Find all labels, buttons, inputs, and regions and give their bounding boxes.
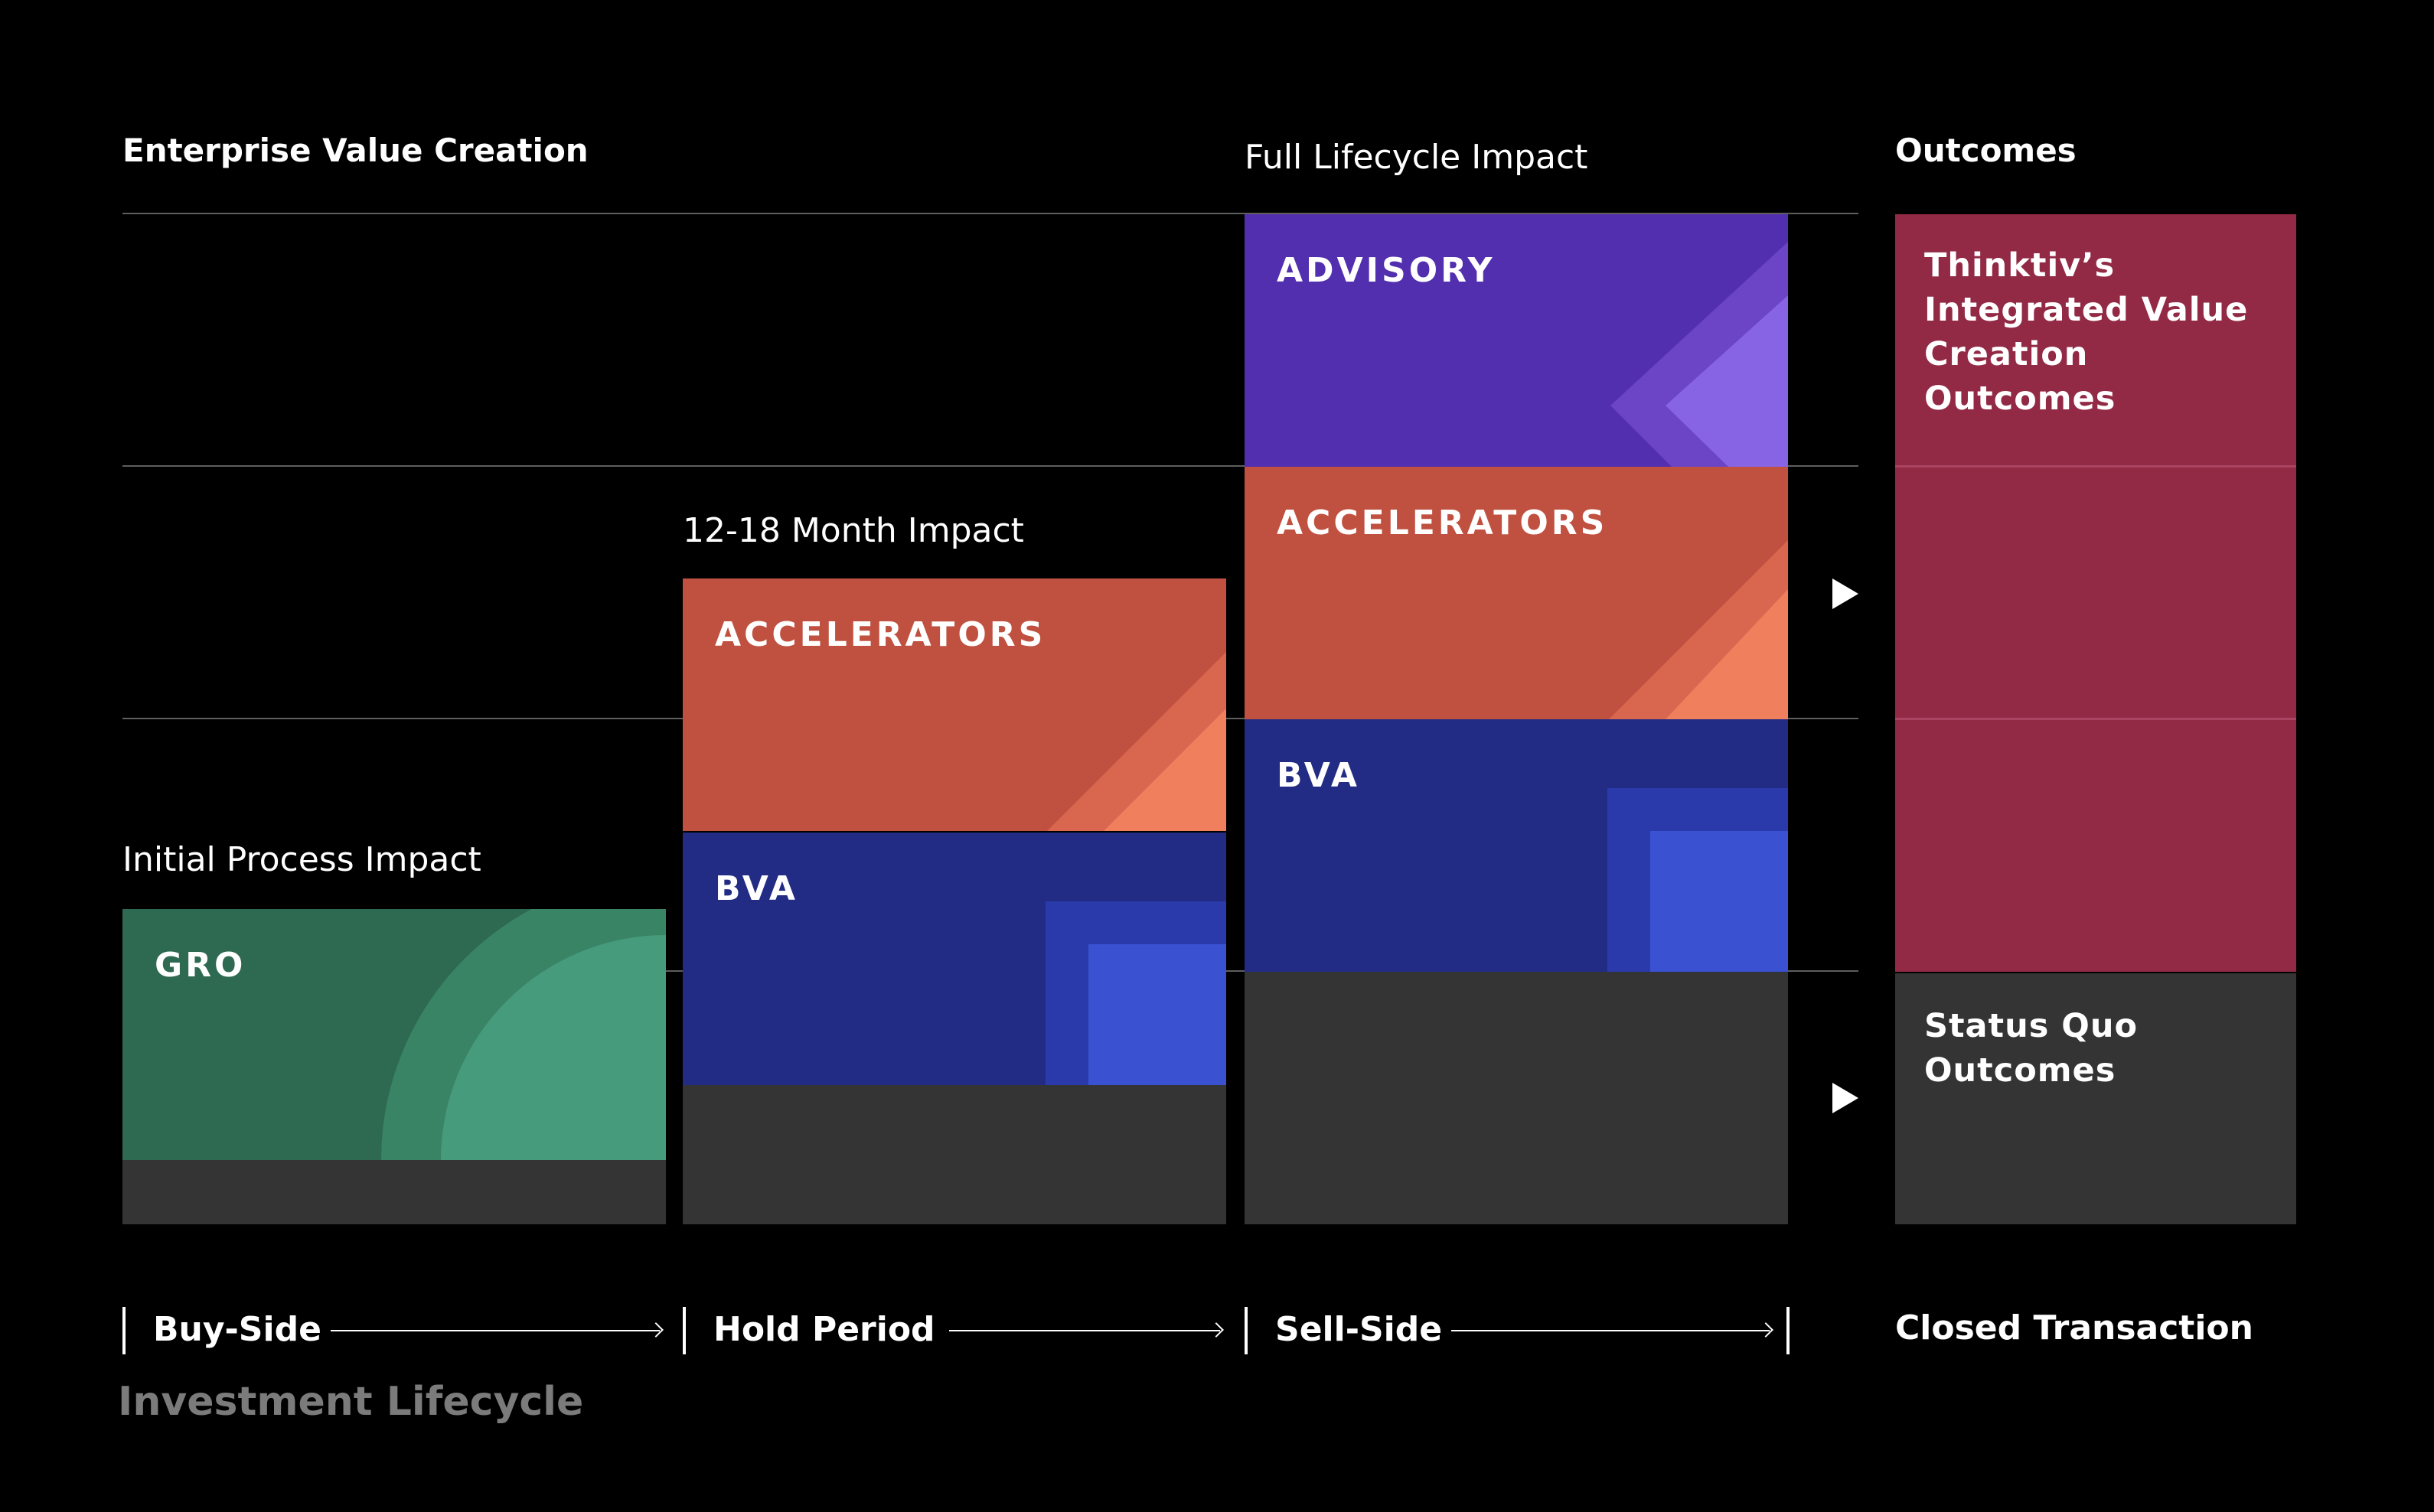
stage-marker-buy bbox=[122, 1307, 126, 1354]
baseline-block-sell bbox=[1245, 972, 1788, 1224]
gro-arc-decoration bbox=[381, 909, 666, 1160]
stage-label-hold: Hold Period bbox=[713, 1310, 935, 1349]
gro-block: GRO bbox=[122, 909, 666, 1160]
timeline-arrow-buy bbox=[331, 1330, 660, 1331]
status-quo-block: Status Quo Outcomes bbox=[1895, 973, 2296, 1224]
baseline-block-buy bbox=[122, 1160, 666, 1224]
stage-marker-sell bbox=[1245, 1307, 1248, 1354]
impact-label-initial: Initial Process Impact bbox=[122, 840, 481, 879]
accelerators-stripe-decoration bbox=[1047, 652, 1226, 831]
gro-label: GRO bbox=[155, 946, 246, 985]
stage-label-closed: Closed Transaction bbox=[1895, 1308, 2253, 1347]
accelerators-block-hold: ACCELERATORS bbox=[683, 578, 1226, 831]
accelerators-block-sell: ACCELERATORS bbox=[1245, 467, 1788, 719]
stage-marker-hold bbox=[683, 1307, 686, 1354]
impact-label-hold: 12-18 Month Impact bbox=[683, 511, 1024, 550]
accelerators-label-sell: ACCELERATORS bbox=[1277, 503, 1608, 543]
impact-label-full: Full Lifecycle Impact bbox=[1245, 138, 1588, 177]
gridline-upper bbox=[122, 465, 1858, 467]
outcome-divider bbox=[1895, 465, 2296, 468]
gridline-top bbox=[122, 213, 1858, 214]
status-quo-label: Status Quo Outcomes bbox=[1924, 1007, 2138, 1090]
stage-marker-end bbox=[1786, 1307, 1790, 1354]
bva-block-sell: BVA bbox=[1245, 719, 1788, 972]
accelerators-stripe-decoration bbox=[1609, 540, 1788, 719]
stage-label-sell: Sell-Side bbox=[1275, 1310, 1443, 1349]
bva-square-decoration bbox=[1607, 788, 1788, 972]
baseline-block-hold bbox=[683, 1085, 1226, 1224]
integrated-outcomes-label: Thinktiv’s Integrated Value Creation Out… bbox=[1924, 246, 2249, 418]
bva-label-sell: BVA bbox=[1277, 756, 1360, 795]
accelerators-label-hold: ACCELERATORS bbox=[715, 615, 1046, 654]
play-arrow-integrated-icon bbox=[1832, 578, 1858, 609]
timeline-arrow-hold bbox=[949, 1330, 1220, 1331]
integrated-outcomes-block: Thinktiv’s Integrated Value Creation Out… bbox=[1895, 214, 2296, 972]
advisory-block: ADVISORY bbox=[1245, 214, 1788, 467]
advisory-label: ADVISORY bbox=[1277, 251, 1496, 290]
outcomes-heading: Outcomes bbox=[1895, 132, 2077, 169]
page-title: Enterprise Value Creation bbox=[122, 132, 589, 169]
bva-label-hold: BVA bbox=[715, 869, 798, 908]
advisory-chevron-decoration bbox=[1610, 242, 1788, 467]
stage-label-buy: Buy-Side bbox=[153, 1310, 321, 1349]
bva-block-hold: BVA bbox=[683, 833, 1226, 1085]
timeline-arrow-sell bbox=[1451, 1330, 1770, 1331]
bva-square-decoration bbox=[1046, 901, 1226, 1085]
play-arrow-status-quo-icon bbox=[1832, 1083, 1858, 1113]
footer-lifecycle-label: Investment Lifecycle bbox=[118, 1379, 584, 1425]
outcome-divider bbox=[1895, 718, 2296, 720]
